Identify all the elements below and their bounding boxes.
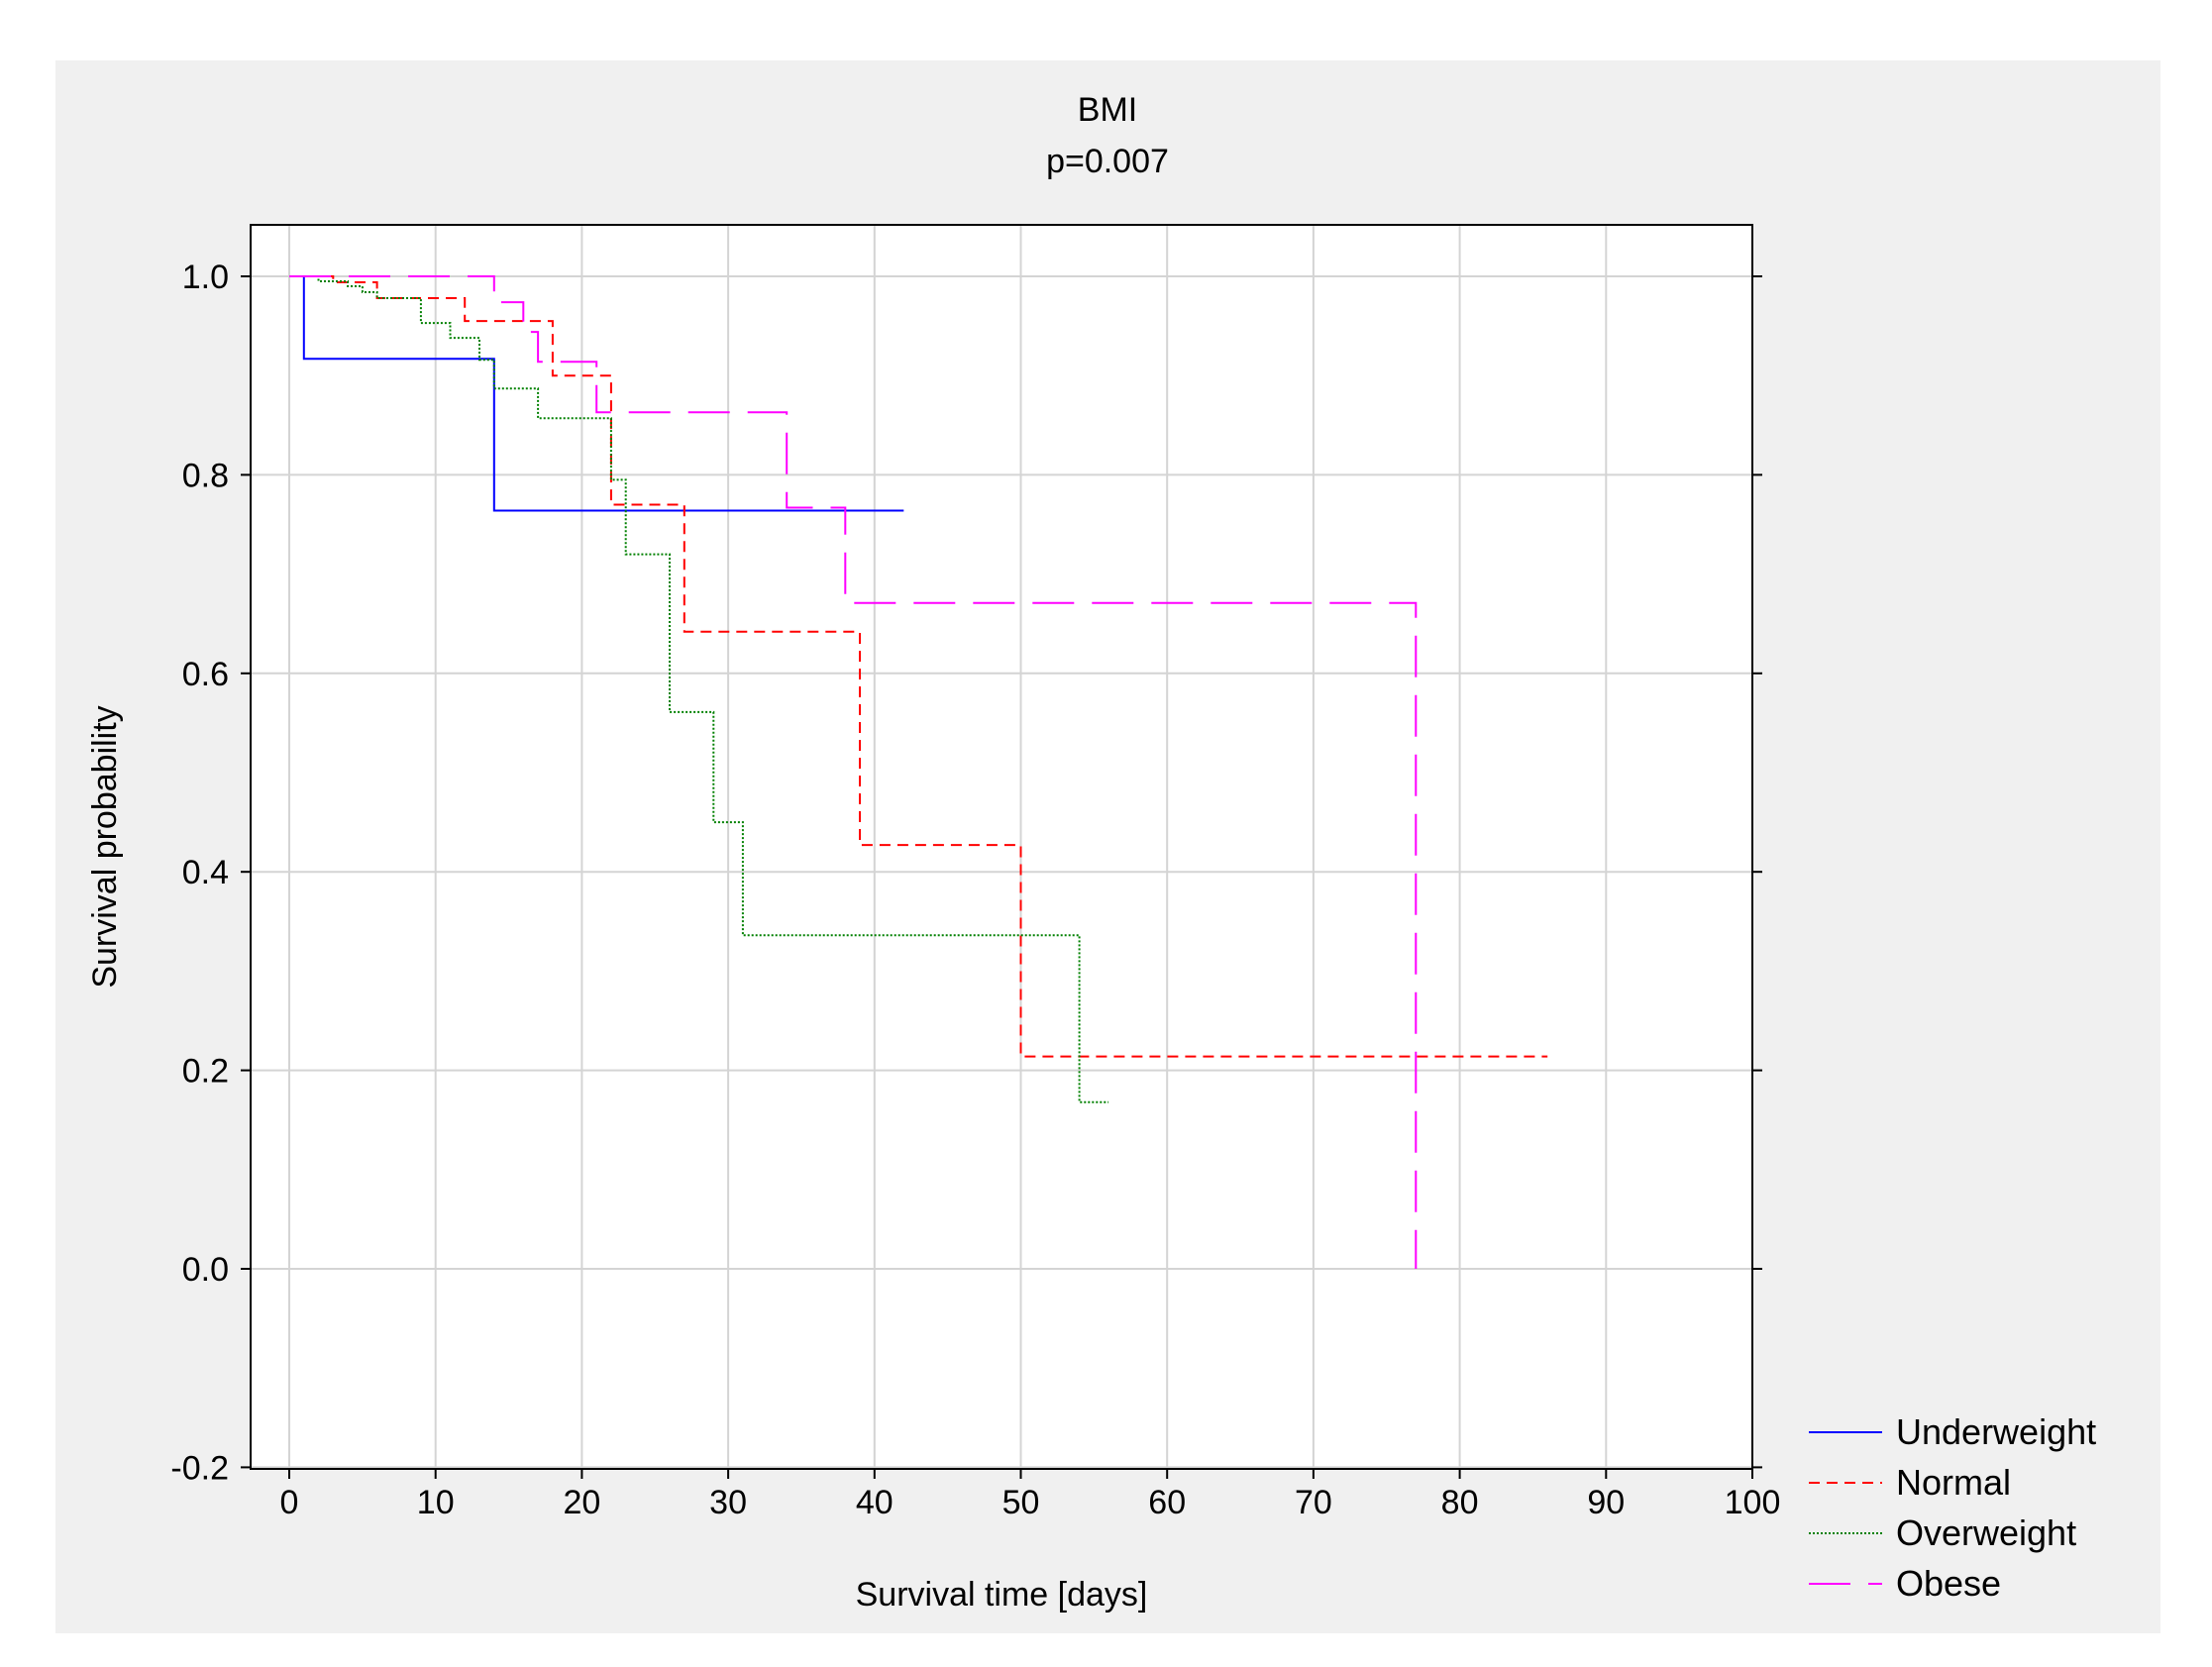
grid (251, 225, 1752, 1469)
legend-label-overweight: Overweight (1896, 1512, 2076, 1553)
x-tick-label: 100 (1725, 1484, 1781, 1521)
y-tick-label: 0.6 (182, 656, 229, 693)
plot-frame (250, 224, 1753, 1470)
y-tick-label: 0.2 (182, 1053, 229, 1091)
x-axis-label: Survival time [days] (856, 1576, 1148, 1614)
x-tick-label: 50 (1002, 1484, 1040, 1521)
y-tick-label: 0.8 (182, 457, 229, 494)
legend-label-normal: Normal (1896, 1462, 2011, 1503)
legend: Underweight Normal Overweight Obese (1809, 1411, 2096, 1604)
x-tick-label: 20 (563, 1484, 600, 1521)
x-tick-label: 40 (856, 1484, 894, 1521)
legend-label-underweight: Underweight (1896, 1411, 2096, 1452)
y-tick-label: -0.2 (170, 1449, 229, 1487)
series-line-obese (289, 275, 1418, 1269)
y-tick-label: 1.0 (182, 259, 229, 296)
axis-ticks: 0 10 20 30 40 50 60 70 80 90 100 -0.2 0.0 0.2 0.4 0.6 0.… (170, 259, 1780, 1521)
y-tick-label: 0.4 (182, 854, 229, 891)
x-tick-label: 80 (1441, 1484, 1479, 1521)
legend-label-obese: Obese (1896, 1563, 2001, 1604)
x-tick-label: 30 (709, 1484, 747, 1521)
series-line-overweight (289, 275, 1109, 1103)
x-tick-label: 0 (280, 1484, 299, 1521)
x-tick-label: 70 (1295, 1484, 1332, 1521)
series-layer (289, 275, 1548, 1269)
x-tick-label: 90 (1587, 1484, 1625, 1521)
y-tick-label: 0.0 (182, 1251, 229, 1289)
chart-title: BMI (1078, 91, 1137, 129)
series-line-normal (289, 275, 1548, 1058)
plot-area (251, 225, 1752, 1469)
chart-subtitle: p=0.007 (1046, 143, 1169, 180)
y-axis-label: Survival probability (86, 705, 124, 988)
x-tick-label: 60 (1148, 1484, 1186, 1521)
x-tick-label: 10 (417, 1484, 455, 1521)
